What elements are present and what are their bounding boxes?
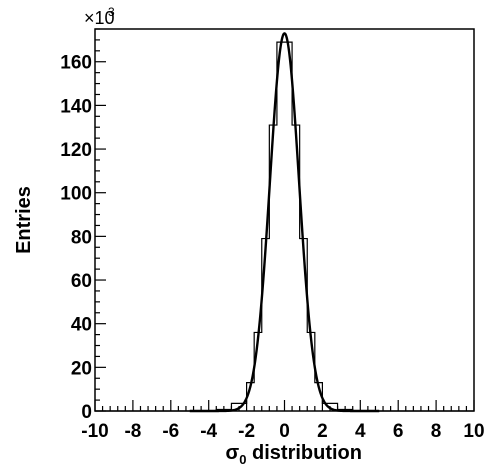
y-tick-label: 120 [60, 140, 92, 161]
x-axis-title: σ0 distribution [226, 442, 362, 467]
x-tick-label: 0 [279, 421, 290, 442]
y-tick-label: 20 [71, 358, 92, 379]
x-tick-label: -6 [162, 421, 179, 442]
y-tick-label: 160 [60, 53, 92, 74]
x-tick-labels: -10 -8 -6 -4 -2 0 2 4 6 8 10 [81, 421, 484, 442]
x-tick-label: -2 [238, 421, 255, 442]
y-tick-label: 100 [60, 184, 92, 205]
x-tick-label: 6 [393, 421, 404, 442]
y-multiplier: ×10 3 [84, 5, 115, 28]
x-tick-label: -10 [81, 421, 108, 442]
x-axis-title-subscript: 0 [239, 452, 246, 467]
x-axis-title-rest: distribution [246, 442, 362, 464]
y-tick-labels: 0 20 40 60 80 100 120 140 160 [60, 53, 92, 423]
x-tick-label: -8 [124, 421, 141, 442]
x-axis-title-symbol: σ [226, 442, 240, 464]
y-axis-title: Entries [13, 186, 35, 254]
histogram-bins [201, 42, 368, 411]
y-multiplier-base: ×10 [84, 8, 115, 28]
y-tick-label: 80 [71, 227, 92, 248]
histogram-outline [95, 41, 474, 412]
x-tick-label: 10 [463, 421, 484, 442]
y-multiplier-exponent: 3 [108, 5, 115, 19]
x-tick-label: 2 [317, 421, 328, 442]
y-tick-label: 60 [71, 271, 92, 292]
y-tick-label: 140 [60, 96, 92, 117]
x-tick-label: -4 [200, 421, 217, 442]
x-tick-label: 8 [431, 421, 442, 442]
plot-frame [94, 28, 475, 412]
y-tick-label: 40 [71, 315, 92, 336]
x-tick-label: 4 [355, 421, 366, 442]
gaussian-fit-curve [189, 32, 380, 413]
histogram-bin [277, 42, 292, 411]
axis-ticks [94, 28, 475, 412]
y-tick-label: 0 [81, 402, 92, 423]
